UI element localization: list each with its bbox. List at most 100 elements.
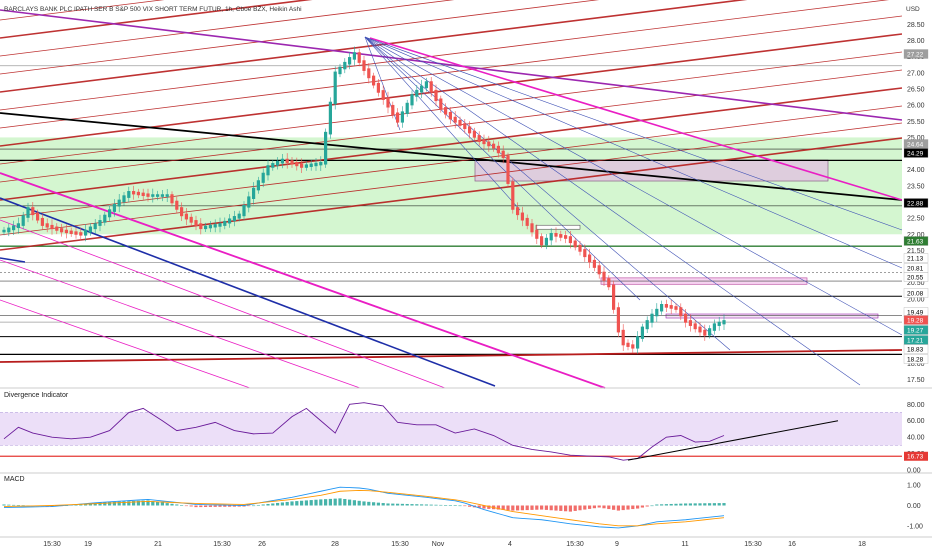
macd-histogram-bar <box>204 505 208 508</box>
candle-body <box>309 163 313 167</box>
macd-histogram-bar <box>141 500 145 506</box>
macd-histogram-bar <box>98 502 102 506</box>
macd-histogram-bar <box>314 499 318 506</box>
macd-histogram-bar <box>381 503 385 506</box>
candle-body <box>477 135 481 142</box>
macd-histogram-bar <box>607 505 611 510</box>
macd-histogram-bar <box>544 505 548 510</box>
trend-channel-line <box>0 33 903 147</box>
candle-body <box>688 320 692 326</box>
macd-histogram-bar <box>156 501 160 506</box>
divergence-badge-label: 16.73 <box>907 454 924 461</box>
trend-channel-line <box>0 0 600 75</box>
candle-body <box>564 235 568 239</box>
candle-body <box>252 187 256 199</box>
time-tick-label: 9 <box>615 541 619 548</box>
current-box <box>665 313 879 319</box>
candle-body <box>112 203 116 212</box>
price-badge-label: 24.29 <box>907 150 924 157</box>
macd-histogram-bar <box>232 505 236 507</box>
candle-body <box>276 160 280 166</box>
macd-histogram-bar <box>391 503 395 506</box>
macd-histogram-bar <box>127 501 131 506</box>
macd-histogram-bar <box>458 505 462 507</box>
price-badge <box>903 325 929 335</box>
candle-body <box>127 191 131 198</box>
candle-body <box>151 194 155 197</box>
macd-histogram-bar <box>213 505 217 507</box>
macd-tick-label: 0.00 <box>907 503 921 510</box>
macd-histogram-bar <box>400 503 404 506</box>
candle-body <box>93 223 97 230</box>
candle-body <box>324 131 328 165</box>
candle-body <box>717 321 721 326</box>
candle-body <box>7 227 11 233</box>
candle-body <box>204 225 208 230</box>
fan-line <box>364 36 903 336</box>
divergence-tick-label: 80.00 <box>907 402 925 409</box>
macd-histogram-bar <box>50 505 54 507</box>
fan-line <box>364 36 521 211</box>
price-badge <box>903 288 929 298</box>
candle-body <box>367 68 371 79</box>
candle-body <box>170 194 174 204</box>
candle-body <box>132 191 136 195</box>
price-tick-label: 22.00 <box>907 232 925 239</box>
candle-body <box>21 215 25 226</box>
price-badge-label: 19.28 <box>907 317 924 324</box>
macd-histogram-bar <box>650 505 654 507</box>
candle-body <box>31 207 35 216</box>
candle-body <box>218 223 222 227</box>
macd-histogram-bar <box>333 498 337 506</box>
price-badge <box>903 354 929 364</box>
candle-body <box>472 130 476 138</box>
candle-body <box>679 307 683 317</box>
macd-histogram-bar <box>703 503 707 506</box>
macd-histogram-bar <box>108 502 112 506</box>
candle-body <box>64 229 68 234</box>
price-badge-label: 27.22 <box>907 51 924 58</box>
macd-histogram-bar <box>252 505 256 507</box>
candle-body <box>300 163 304 168</box>
macd-histogram-bar <box>439 504 443 506</box>
candle-body <box>333 71 337 105</box>
macd-histogram-bar <box>444 505 448 506</box>
candle-body <box>381 90 385 100</box>
candle-body <box>60 228 64 233</box>
macd-histogram-bar <box>405 503 409 506</box>
macd-histogram-bar <box>722 503 726 506</box>
magenta-trend-line <box>0 259 361 389</box>
price-tick-label: 25.00 <box>907 135 925 142</box>
macd-histogram-bar <box>554 505 558 511</box>
candle-body <box>232 216 236 222</box>
macd-histogram-bar <box>352 500 356 506</box>
candle-body <box>290 160 294 165</box>
macd-histogram-bar <box>688 503 692 506</box>
candle-body <box>468 126 472 134</box>
candle-body <box>607 278 611 288</box>
macd-histogram-bar <box>280 502 284 506</box>
candle-body <box>578 244 582 252</box>
candle-body <box>84 229 88 236</box>
time-tick-label: 15:30 <box>566 541 584 548</box>
time-tick-label: 4 <box>508 541 512 548</box>
macd-histogram-bar <box>612 505 616 510</box>
candle-body <box>79 232 83 236</box>
candle-body <box>415 89 419 97</box>
macd-histogram-bar <box>7 504 11 506</box>
candle-body <box>592 259 596 268</box>
macd-histogram-bar <box>616 505 620 511</box>
macd-histogram-bar <box>79 504 83 506</box>
fan-line <box>364 36 903 269</box>
macd-histogram-bar <box>261 504 265 506</box>
time-tick-label: 15:30 <box>391 541 409 548</box>
candle-body <box>136 191 140 196</box>
magenta-trend-line <box>0 219 446 389</box>
price-badge-label: 18.83 <box>907 346 924 353</box>
macd-histogram-bar <box>448 505 452 506</box>
macd-histogram-bar <box>328 498 332 506</box>
macd-histogram-bar <box>535 505 539 510</box>
macd-histogram-bar <box>660 504 664 506</box>
